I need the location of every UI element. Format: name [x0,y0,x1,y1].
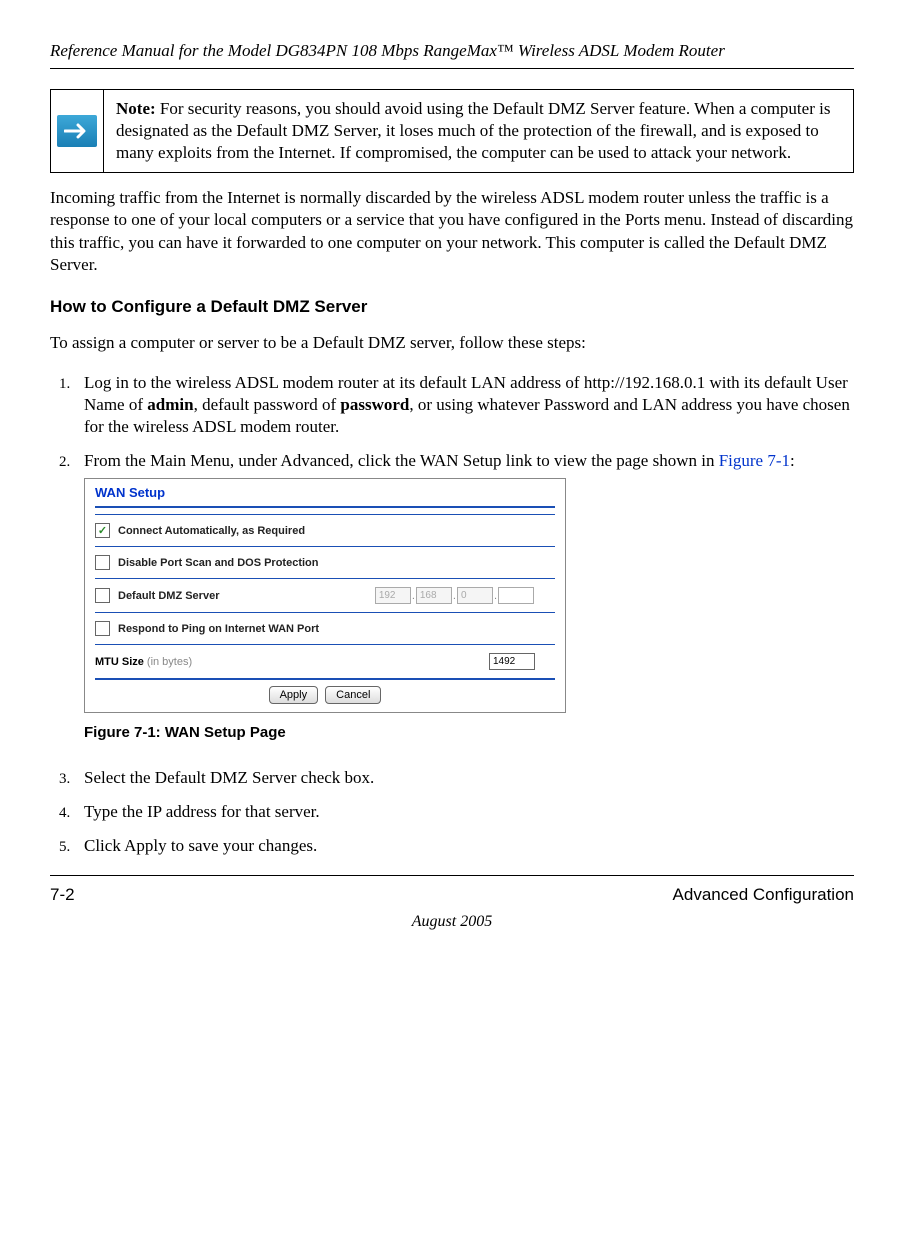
wan-setup-panel: WAN Setup ✓ Connect Automatically, as Re… [84,478,566,713]
steps-list: Log in to the wireless ADSL modem router… [50,372,854,857]
note-box: Note: For security reasons, you should a… [50,89,854,173]
wan-row-dmz: Default DMZ Server 192. 168. 0. [85,579,565,612]
note-icon-cell [51,90,104,172]
note-label: Note: [116,99,156,118]
respond-ping-checkbox[interactable] [95,621,110,636]
wan-button-row: Apply Cancel [85,680,565,706]
note-text: Note: For security reasons, you should a… [104,90,853,172]
mtu-label: MTU Size [95,655,144,669]
ip-octet-2[interactable]: 168 [416,587,452,604]
footer-date: August 2005 [50,912,854,933]
mtu-unit: (in bytes) [147,655,192,669]
wan-row-mtu: MTU Size (in bytes) 1492 [85,645,565,678]
footer-bar: 7-2 Advanced Configuration [50,884,854,906]
connect-auto-checkbox[interactable]: ✓ [95,523,110,538]
step-1-password: password [340,395,409,414]
section-intro: To assign a computer or server to be a D… [50,332,854,354]
wan-rule [95,506,555,508]
step-1-admin: admin [147,395,193,414]
wan-row-disable-portscan: Disable Port Scan and DOS Protection [85,547,565,578]
note-body: For security reasons, you should avoid u… [116,99,830,162]
mtu-input[interactable]: 1492 [489,653,535,670]
page-number: 7-2 [50,884,75,906]
step-4: Type the IP address for that server. [74,801,854,823]
step-1: Log in to the wireless ADSL modem router… [74,372,854,438]
wan-row-respond-ping: Respond to Ping on Internet WAN Port [85,613,565,644]
page-header-title: Reference Manual for the Model DG834PN 1… [50,40,854,62]
footer-rule [50,875,854,876]
disable-portscan-checkbox[interactable] [95,555,110,570]
step-2-text-c: : [790,451,795,470]
ip-octet-3[interactable]: 0 [457,587,493,604]
header-rule [50,68,854,69]
section-name: Advanced Configuration [673,884,854,906]
disable-portscan-label: Disable Port Scan and DOS Protection [118,556,319,570]
step-5: Click Apply to save your changes. [74,835,854,857]
section-heading: How to Configure a Default DMZ Server [50,296,854,318]
respond-ping-label: Respond to Ping on Internet WAN Port [118,622,319,636]
step-2-text-a: From the Main Menu, under Advanced, clic… [84,451,719,470]
figure-caption: Figure 7-1: WAN Setup Page [84,723,854,743]
ip-octet-4[interactable] [498,587,534,604]
connect-auto-label: Connect Automatically, as Required [118,524,305,538]
cancel-button[interactable]: Cancel [325,686,381,704]
figure-reference-link[interactable]: Figure 7-1 [719,451,790,470]
ip-octet-1[interactable]: 192 [375,587,411,604]
dmz-checkbox[interactable] [95,588,110,603]
dmz-label: Default DMZ Server [118,589,219,603]
step-3: Select the Default DMZ Server check box. [74,767,854,789]
apply-button[interactable]: Apply [269,686,319,704]
step-2: From the Main Menu, under Advanced, clic… [74,450,854,742]
wan-setup-title: WAN Setup [85,479,565,506]
wan-row-connect-auto: ✓ Connect Automatically, as Required [85,515,565,546]
arrow-right-icon [57,115,97,147]
intro-paragraph: Incoming traffic from the Internet is no… [50,187,854,275]
dmz-ip-inputs: 192. 168. 0. [374,587,535,604]
step-1-text-c: , default password of [194,395,341,414]
